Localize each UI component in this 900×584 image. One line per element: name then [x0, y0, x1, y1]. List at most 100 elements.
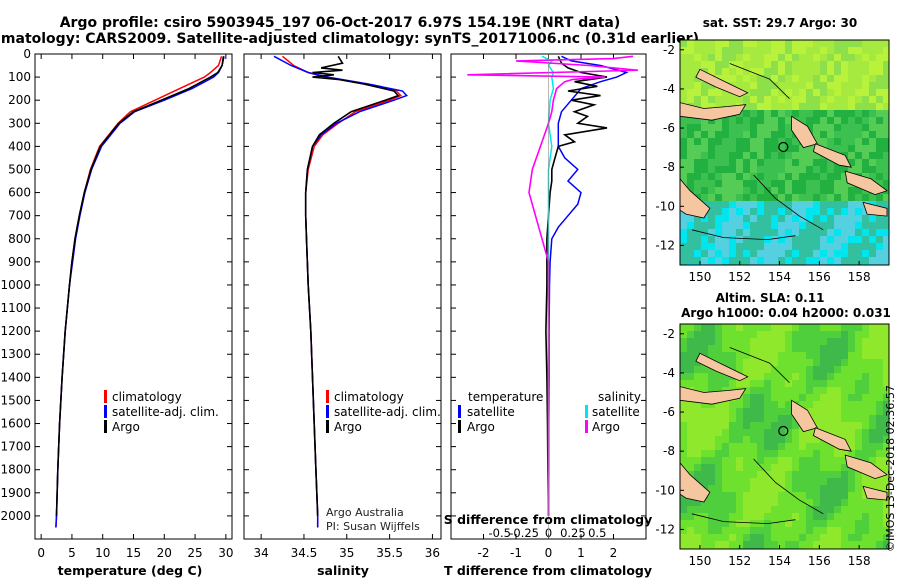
map-cell: [792, 243, 800, 251]
salinity-y-ticks: [244, 53, 441, 517]
map-cell: [722, 499, 730, 507]
map-cell: [841, 110, 849, 118]
map-cell: [806, 352, 814, 360]
map-cell: [715, 401, 723, 409]
map-cell: [820, 443, 828, 451]
map-cell: [869, 394, 877, 402]
map-cell: [771, 61, 779, 69]
map-cell: [750, 373, 758, 381]
map-cell: [715, 450, 723, 458]
map-cell: [799, 180, 807, 188]
map-cell: [771, 408, 779, 416]
map-cell: [862, 96, 870, 104]
map-cell: [687, 408, 695, 416]
map-cell: [806, 520, 814, 528]
map-cell: [694, 243, 702, 251]
map-cell: [841, 89, 849, 97]
map-cell: [876, 222, 884, 230]
map-cell: [708, 82, 716, 90]
map-cell: [785, 527, 793, 535]
map-cell: [771, 520, 779, 528]
difference-top-label: S difference from climatology: [444, 512, 653, 527]
map-cell: [729, 159, 737, 167]
map-cell: [694, 352, 702, 360]
map-cell: [743, 208, 751, 216]
map-cell: [827, 82, 835, 90]
map-cell: [813, 40, 821, 48]
map-cell: [869, 110, 877, 118]
map-cell: [701, 61, 709, 69]
map-cell: [757, 187, 765, 195]
map-cell: [848, 124, 856, 132]
map-cell: [764, 415, 772, 423]
map-cell: [869, 408, 877, 416]
map-cell: [694, 250, 702, 258]
pressure-tick-label: 100: [8, 70, 31, 84]
map-cell: [778, 499, 786, 507]
map-cell: [757, 68, 765, 76]
map-cell: [834, 187, 842, 195]
map-cell: [736, 40, 744, 48]
map-cell: [764, 243, 772, 251]
map-cell: [687, 401, 695, 409]
map-cell: [715, 457, 723, 465]
difference-lines: [467, 54, 638, 539]
map-cell: [715, 415, 723, 423]
map-cell: [827, 145, 835, 153]
map-cell: [757, 215, 765, 223]
map-cell: [869, 243, 877, 251]
map-x-tick-label: 156: [808, 270, 831, 284]
map-cell: [806, 338, 814, 346]
map-cell: [834, 117, 842, 125]
map-cell: [722, 208, 730, 216]
map-cell: [736, 492, 744, 500]
map-cell: [764, 229, 772, 237]
map-cell: [743, 380, 751, 388]
map-cell: [750, 82, 758, 90]
map-cell: [792, 187, 800, 195]
map-cell: [778, 54, 786, 62]
map-cell: [708, 229, 716, 237]
map-cell: [820, 89, 828, 97]
map-cell: [778, 478, 786, 486]
map-cell: [876, 89, 884, 97]
map-cell: [848, 103, 856, 111]
map-cell: [883, 222, 889, 230]
map-cell: [771, 485, 779, 493]
map-cell: [855, 152, 863, 160]
map-cell: [722, 373, 730, 381]
map-cell: [841, 229, 849, 237]
map-cell: [750, 436, 758, 444]
map-cell: [764, 40, 772, 48]
map-cell: [701, 345, 709, 353]
map-cell: [883, 415, 889, 423]
map-cell: [757, 506, 765, 514]
map-cell: [806, 506, 814, 514]
map-cell: [848, 541, 856, 549]
map-cell: [771, 173, 779, 181]
map-cell: [855, 345, 863, 353]
map-cell: [869, 422, 877, 430]
map-cell: [792, 373, 800, 381]
map-cell: [736, 166, 744, 174]
land-mass: [680, 178, 711, 219]
map-cell: [715, 187, 723, 195]
map-cell: [841, 415, 849, 423]
map-cell: [764, 180, 772, 188]
map-cell: [848, 96, 856, 104]
map-cell: [694, 429, 702, 437]
map-cell: [694, 464, 702, 472]
x-tick-label: 2: [610, 546, 618, 560]
map-cell: [813, 366, 821, 374]
map-cell: [834, 61, 842, 69]
map-cell: [771, 471, 779, 479]
map-cell: [722, 352, 730, 360]
map-cell: [785, 352, 793, 360]
land-mass: [791, 399, 818, 433]
map-cell: [743, 145, 751, 153]
pressure-tick-label: 1500: [0, 393, 31, 407]
map-cell: [743, 401, 751, 409]
map-cell: [869, 250, 877, 258]
map-cell: [820, 61, 828, 69]
map-cell: [736, 485, 744, 493]
